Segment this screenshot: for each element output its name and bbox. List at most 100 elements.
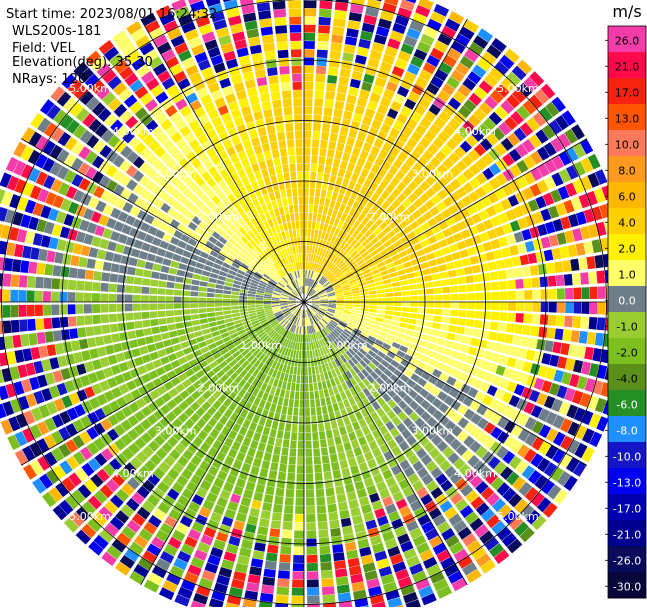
range-gate-cell	[108, 294, 116, 302]
range-gate-cell	[275, 438, 282, 447]
range-gate-cell	[306, 498, 315, 506]
range-gate-cell	[446, 333, 455, 341]
range-gate-cell	[520, 337, 529, 348]
range-gate-cell	[67, 292, 75, 302]
range-gate-cell	[354, 447, 363, 457]
range-gate-cell	[393, 287, 401, 292]
range-gate-cell	[446, 262, 455, 270]
range-gate-cell	[304, 221, 307, 229]
range-gate-cell	[305, 433, 311, 441]
range-gate-cell	[464, 328, 473, 336]
range-gate-cell	[191, 314, 199, 320]
range-gate-cell	[97, 347, 107, 357]
range-gate-cell	[289, 156, 296, 164]
range-gate-cell	[35, 305, 43, 316]
range-gate-cell	[494, 343, 503, 353]
range-gate-cell	[265, 51, 276, 60]
range-gate-cell	[149, 296, 157, 303]
range-gate-cell	[326, 191, 332, 200]
range-gate-cell	[327, 208, 333, 217]
range-gate-cell	[274, 157, 281, 166]
range-gate-cell	[246, 582, 259, 592]
range-gate-cell	[564, 316, 573, 328]
range-gate-cell	[285, 214, 290, 222]
range-gate-cell	[324, 165, 331, 174]
range-gate-cell	[278, 472, 286, 481]
range-gate-cell	[510, 346, 520, 357]
range-gate-cell	[377, 294, 385, 298]
range-gate-cell	[253, 458, 262, 467]
range-gate-cell	[475, 302, 483, 310]
range-gate-cell	[502, 345, 512, 355]
range-gate-cell	[301, 237, 304, 245]
range-gate-cell	[264, 177, 271, 186]
range-gate-cell	[318, 25, 330, 34]
range-gate-cell	[348, 432, 356, 441]
range-gate-cell	[310, 400, 315, 408]
range-gate-cell	[304, 164, 310, 172]
range-gate-cell	[299, 196, 304, 204]
range-gate-cell	[208, 317, 216, 322]
range-gate-cell	[14, 244, 24, 257]
range-gate-cell	[369, 294, 377, 298]
range-gate-cell	[264, 151, 272, 160]
range-gate-cell	[295, 514, 304, 522]
range-gate-cell	[440, 324, 449, 331]
range-gate-cell	[27, 276, 36, 288]
range-gate-cell	[198, 308, 206, 313]
range-gate-cell	[344, 442, 352, 451]
colorbar-tick-label: -17.0	[613, 502, 641, 515]
range-gate-cell	[422, 268, 431, 275]
range-gate-cell	[257, 179, 265, 188]
range-gate-cell	[190, 297, 198, 302]
range-gate-cell	[474, 320, 483, 328]
range-gate-cell	[307, 229, 311, 237]
range-gate-cell	[169, 268, 178, 275]
range-gate-cell	[353, 305, 361, 308]
range-gate-cell	[402, 297, 410, 302]
range-gate-cell	[347, 20, 360, 30]
range-gate-cell	[275, 166, 282, 175]
range-gate-cell	[305, 424, 311, 432]
range-gate-cell	[423, 246, 432, 254]
range-gate-cell	[319, 538, 330, 547]
range-gate-cell	[345, 542, 357, 552]
range-gate-cell	[352, 293, 360, 296]
range-gate-cell	[250, 440, 259, 449]
range-gate-cell	[11, 320, 20, 333]
range-gate-cell	[30, 247, 40, 260]
range-gate-cell	[45, 264, 54, 276]
range-gate-cell	[125, 304, 133, 312]
range-gate-cell	[280, 148, 287, 157]
range-gate-cell	[520, 255, 529, 266]
range-gate-cell	[232, 313, 240, 317]
range-gate-cell	[307, 555, 318, 563]
range-gate-cell	[317, 513, 327, 522]
range-gate-cell	[361, 295, 369, 298]
range-gate-cell	[590, 287, 598, 299]
range-gate-cell	[45, 331, 54, 343]
range-gate-cell	[288, 0, 301, 8]
range-gate-cell	[491, 312, 499, 321]
range-gate-cell	[300, 400, 304, 408]
range-gate-cell	[337, 419, 344, 428]
range-gate-cell	[296, 383, 300, 391]
range-gate-cell	[578, 257, 587, 270]
range-gate-cell	[174, 290, 182, 296]
range-gate-cell	[329, 300, 337, 301]
range-gate-cell	[76, 316, 85, 326]
range-gate-cell	[400, 280, 408, 286]
range-gate-cell	[332, 192, 339, 201]
range-gate-cell	[277, 199, 283, 208]
range-gate-cell	[305, 408, 310, 416]
range-gate-cell	[341, 518, 352, 527]
range-gate-cell	[335, 151, 343, 160]
range-gate-cell	[277, 579, 289, 588]
range-gate-cell	[349, 566, 362, 576]
range-gate-cell	[168, 324, 177, 331]
range-gate-cell	[276, 595, 289, 604]
range-gate-cell	[336, 93, 346, 102]
range-gate-cell	[310, 237, 314, 245]
range-gate-cell	[336, 176, 343, 185]
range-gate-cell	[246, 148, 255, 158]
